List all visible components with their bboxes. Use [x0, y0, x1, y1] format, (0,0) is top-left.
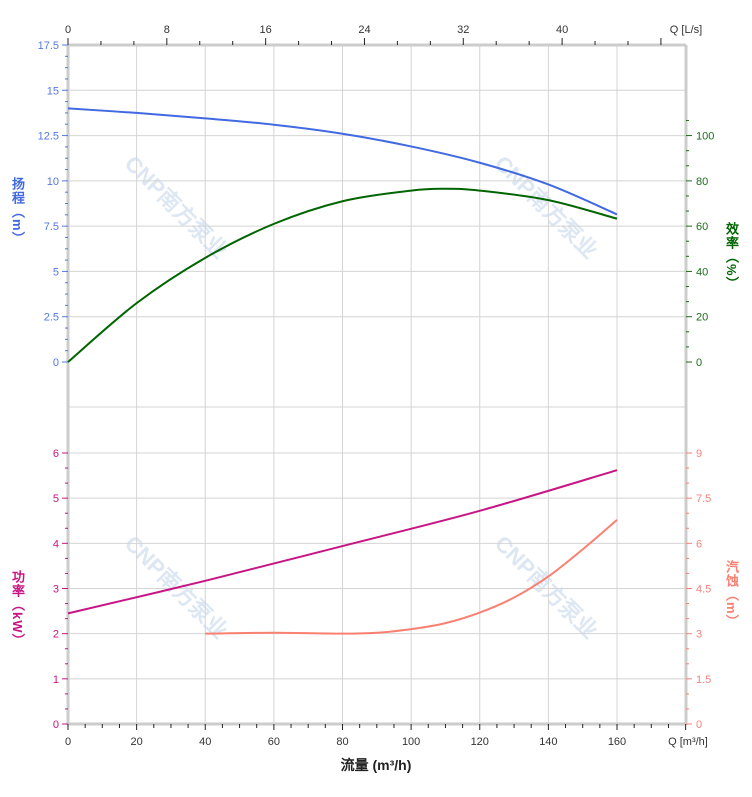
efficiency-axis-title: 效率（%）: [724, 222, 739, 291]
npsh-tick-label: 3: [696, 629, 702, 641]
x-axis-title: 流量 (m³/h): [340, 757, 412, 773]
x-bottom-unit-label: Q [m³/h]: [668, 736, 708, 748]
x-top-unit-label: Q [L/s]: [670, 24, 702, 36]
x-tick-label: 60: [268, 736, 280, 748]
power-curve: [67, 469, 618, 615]
x-tick-label: 100: [402, 736, 420, 748]
x-top-tick-label: 0: [65, 24, 71, 36]
power-axis-title: 功率（kW）: [10, 570, 25, 648]
x-top-tick-label: 16: [260, 24, 272, 36]
power-tick-label: 1: [53, 674, 59, 686]
head-tick-label: 5: [53, 266, 59, 278]
npsh-curve: [205, 519, 618, 635]
npsh-tick-label: 1.5: [696, 674, 711, 686]
npsh-tick-label: 6: [696, 538, 702, 550]
head-tick-label: 17.5: [38, 40, 59, 52]
head-tick-label: 12.5: [38, 131, 59, 143]
power-tick-label: 4: [53, 538, 59, 550]
efficiency-tick-label: 0: [696, 357, 702, 369]
head-curve: [67, 107, 618, 216]
head-tick-label: 7.5: [44, 221, 59, 233]
x-tick-label: 160: [608, 736, 626, 748]
npsh-tick-label: 4.5: [696, 584, 711, 596]
efficiency-tick-label: 40: [696, 266, 708, 278]
power-tick-label: 3: [53, 584, 59, 596]
x-tick-label: 20: [131, 736, 143, 748]
efficiency-tick-label: 80: [696, 176, 708, 188]
x-tick-label: 80: [336, 736, 348, 748]
power-tick-label: 0: [53, 719, 59, 731]
head-tick-label: 10: [47, 176, 59, 188]
npsh-tick-label: 7.5: [696, 493, 711, 505]
grid: [68, 44, 686, 724]
x-tick-label: 140: [539, 736, 557, 748]
x-tick-label: 0: [65, 736, 71, 748]
npsh-tick-label: 9: [696, 448, 702, 460]
efficiency-tick-label: 100: [696, 131, 714, 143]
head-axis-title: 扬程（m）: [10, 177, 25, 246]
head-tick-label: 0: [53, 357, 59, 369]
npsh-tick-label: 0: [696, 719, 702, 731]
power-tick-label: 6: [53, 448, 59, 460]
efficiency-curve: [67, 187, 618, 363]
npsh-axis-title: 汽蚀（m）: [724, 560, 739, 629]
x-tick-label: 120: [471, 736, 489, 748]
x-top-tick-label: 40: [556, 24, 568, 36]
head-tick-label: 15: [47, 85, 59, 97]
power-tick-label: 5: [53, 493, 59, 505]
x-top-tick-label: 8: [164, 24, 170, 36]
x-tick-label: 40: [199, 736, 211, 748]
power-tick-label: 2: [53, 629, 59, 641]
efficiency-tick-label: 60: [696, 221, 708, 233]
x-top-tick-label: 32: [457, 24, 469, 36]
head-tick-label: 2.5: [44, 312, 59, 324]
curves: [67, 107, 618, 635]
efficiency-tick-label: 20: [696, 312, 708, 324]
x-top-tick-label: 24: [358, 24, 370, 36]
